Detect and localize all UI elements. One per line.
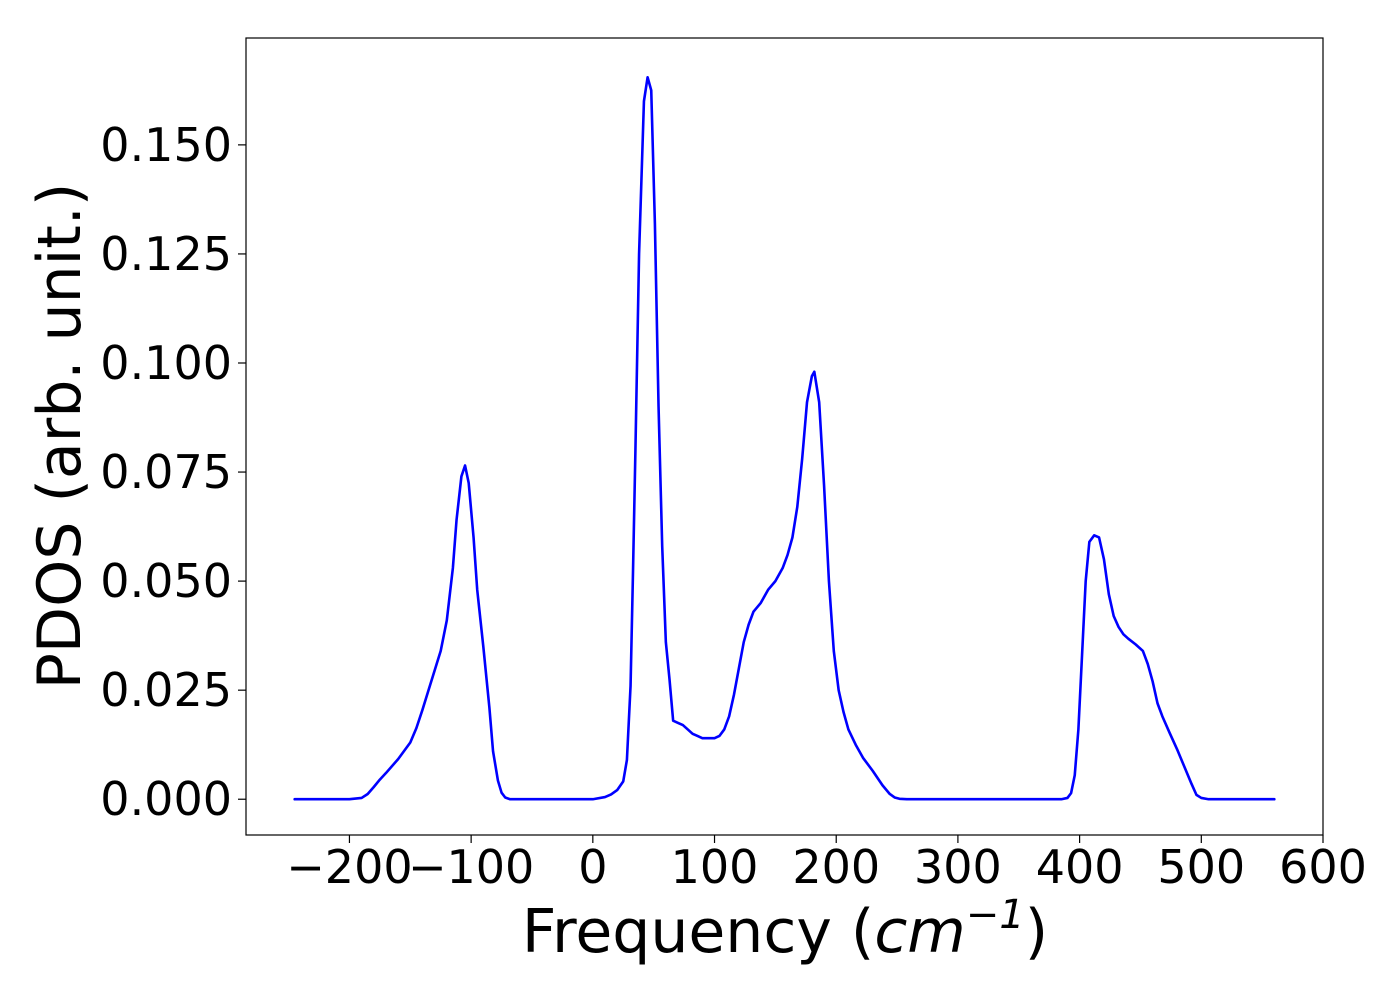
x-tick-label: 200 xyxy=(792,840,880,894)
x-tick-label: 400 xyxy=(1036,840,1124,894)
x-tick-label: −100 xyxy=(408,840,534,894)
y-tick-label: 0.075 xyxy=(100,445,232,499)
x-tick-label: 300 xyxy=(914,840,1002,894)
x-axis-ticks: −200−100 0 100 200 300 400 500 600 xyxy=(286,835,1367,894)
data-series xyxy=(293,75,1276,801)
y-tick-label: 0.100 xyxy=(100,336,232,390)
y-axis-ticks: 0.000 0.025 0.050 0.075 0.100 0.125 0.150 xyxy=(100,118,246,826)
y-tick-label: 0.150 xyxy=(100,118,232,172)
y-tick-label: 0.025 xyxy=(100,663,232,717)
x-tick-label: 100 xyxy=(671,840,759,894)
x-tick-label: 600 xyxy=(1279,840,1367,894)
x-tick-label: 0 xyxy=(578,840,607,894)
series-line xyxy=(293,75,1276,801)
y-axis-label: PDOS (arb. unit.) xyxy=(25,183,95,690)
y-tick-label: 0.000 xyxy=(100,772,232,826)
x-axis-label: Frequency (cm−1) xyxy=(522,892,1048,967)
x-tick-label: 500 xyxy=(1157,840,1245,894)
y-tick-label: 0.050 xyxy=(100,554,232,608)
y-tick-label: 0.125 xyxy=(100,227,232,281)
x-tick-label: −200 xyxy=(286,840,412,894)
